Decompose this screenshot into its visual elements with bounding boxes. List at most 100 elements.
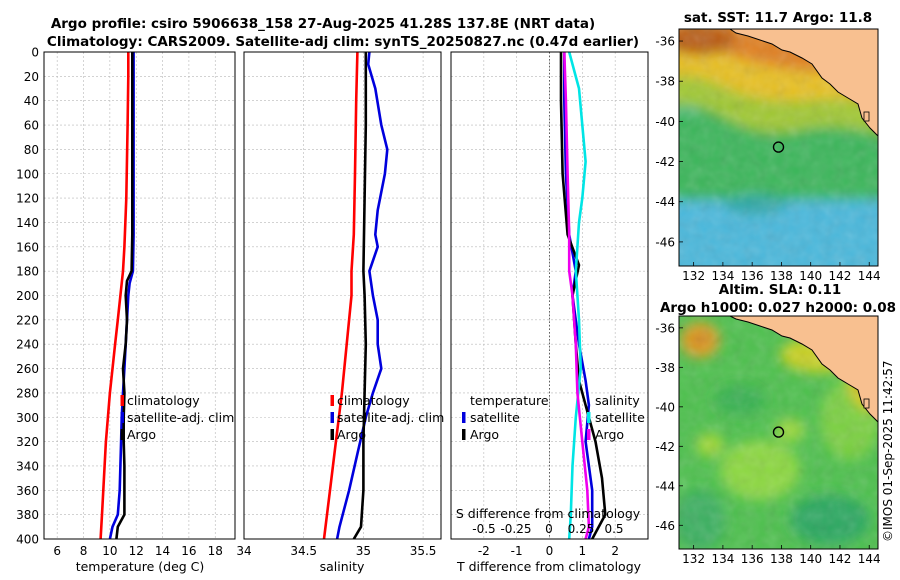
legend-label: Argo <box>470 427 499 442</box>
x-tick-label: 6 <box>53 544 61 558</box>
sla-argo-marker <box>772 426 785 438</box>
legend-label: Argo <box>595 427 624 442</box>
salinity-grid <box>243 51 441 540</box>
map-y-tick-label: -40 <box>655 115 675 129</box>
salinity-frame <box>243 51 442 540</box>
series-line-argo <box>352 52 368 539</box>
sdiff-tick-label: -0.25 <box>500 522 531 536</box>
sst-map-title: sat. SST: 11.7 Argo: 11.8 <box>684 10 872 26</box>
series-line-satellite-adj-clim <box>335 52 389 539</box>
sdiff-tick-label: 0.5 <box>604 522 623 536</box>
salinity-xlabel: salinity <box>320 559 365 574</box>
x-tick-label: 12 <box>129 544 144 558</box>
y-tick-label: 320 <box>16 435 39 449</box>
legend-label: temperature <box>470 393 549 408</box>
salinity-series <box>322 52 389 539</box>
sdiff-tick-labels: -0.5 -0.25 0 0.25 0.5 <box>472 522 623 536</box>
y-tick-label: 160 <box>16 240 39 254</box>
series-line-climatology <box>322 52 359 539</box>
x-tick-label: 8 <box>80 544 88 558</box>
y-tick-label: 120 <box>16 192 39 206</box>
legend-label: satellite <box>470 410 520 425</box>
salinity-panel: 34 34.5 35 35.5 salinity climatology satelli… <box>236 51 444 574</box>
temperature-xlabel: temperature (deg C) <box>76 559 205 574</box>
temperature-grid <box>44 51 235 540</box>
y-tick-label: 360 <box>16 484 39 498</box>
temperature-legend: climatology satellite-adj. clim Argo <box>120 393 234 442</box>
legend-label: satellite-adj. clim <box>127 410 234 425</box>
y-tick-label: 300 <box>16 411 39 425</box>
map-x-tick-label: 134 <box>711 269 734 283</box>
sla-tick-labels: 132 134 136 138 140 142 144 -36 -38 -40 -42 -44 -46 <box>655 321 880 566</box>
series-line-climatology <box>99 52 130 539</box>
map-x-tick-label: 132 <box>682 269 705 283</box>
sst-tick-labels: 132 134 136 138 140 142 144 -36 -38 -40 -42 -44 -46 <box>655 35 880 283</box>
map-x-tick-label: 138 <box>770 552 793 566</box>
map-y-tick-label: -46 <box>655 519 675 533</box>
legend-label: climatology <box>337 393 410 408</box>
map-y-tick-label: -38 <box>655 361 675 375</box>
map-x-tick-label: 140 <box>799 552 822 566</box>
x-tick-label: 34 <box>236 544 251 558</box>
legend-swatch <box>120 412 124 423</box>
map-x-tick-label: 140 <box>799 269 822 283</box>
sdiff-tick-label: -0.5 <box>472 522 495 536</box>
map-y-tick-label: -46 <box>655 235 675 249</box>
legend-label: salinity <box>595 393 640 408</box>
tdiff-xlabel: T difference from climatology <box>456 559 642 574</box>
x-tick-label: -1 <box>511 544 523 558</box>
map-x-tick-label: 136 <box>741 269 764 283</box>
y-tick-label: 80 <box>24 143 39 157</box>
x-tick-label: 0 <box>546 544 554 558</box>
x-tick-label: 16 <box>181 544 196 558</box>
salinity-legend: climatology satellite-adj. clim Argo <box>330 393 444 442</box>
x-tick-label: 35.5 <box>410 544 437 558</box>
y-tick-label: 40 <box>24 94 39 108</box>
difference-legend: temperature satellite Argo salinity satellit… <box>462 393 645 442</box>
map-y-tick-label: -36 <box>655 321 675 335</box>
difference-panel: -2 -1 0 1 2 T difference from climatology S … <box>450 51 649 574</box>
y-tick-label: 200 <box>16 289 39 303</box>
y-tick-label: 400 <box>16 533 39 547</box>
sla-field <box>679 316 878 549</box>
x-tick-label: 35 <box>356 544 371 558</box>
series-line-s-argo <box>563 52 591 539</box>
map-x-tick-label: 132 <box>682 552 705 566</box>
legend-swatch <box>330 395 334 406</box>
x-tick-label: 1 <box>579 544 587 558</box>
legend-swatch <box>462 412 466 423</box>
sla-map-title1: Altim. SLA: 0.11 <box>719 282 841 298</box>
x-tick-label: 10 <box>102 544 117 558</box>
y-tick-label: 180 <box>16 265 39 279</box>
map-x-tick-label: 142 <box>829 269 852 283</box>
sla-land <box>729 316 878 423</box>
y-tick-label: 140 <box>16 216 39 230</box>
difference-series <box>559 52 607 539</box>
y-tick-label: 280 <box>16 386 39 400</box>
tdiff-tick-labels: -2 -1 0 1 2 <box>478 544 619 558</box>
sst-map: sat. SST: 11.7 Argo: 11.8 132 134 136 138 14… <box>655 10 880 283</box>
legend-swatch <box>587 429 591 440</box>
sla-map-title2: Argo h1000: 0.027 h2000: 0.08 <box>660 300 896 316</box>
y-tick-label: 340 <box>16 459 39 473</box>
legend-label: Argo <box>337 427 366 442</box>
map-x-tick-label: 142 <box>829 552 852 566</box>
map-y-tick-label: -36 <box>655 35 675 49</box>
map-x-tick-label: 138 <box>770 269 793 283</box>
depth-tick-labels: 0 20 40 60 80 100 120 140 160 180 200 220 240 260 280 3… <box>16 46 39 547</box>
y-tick-label: 0 <box>31 46 39 60</box>
temperature-series <box>99 52 135 539</box>
temperature-panel: 0 20 40 60 80 100 120 140 160 180 200 220 240 260 280 3… <box>16 46 236 574</box>
legend-label: Argo <box>127 427 156 442</box>
map-x-tick-label: 144 <box>858 269 881 283</box>
temperature-tick-labels: 6 8 10 12 14 16 18 <box>53 544 223 558</box>
sdiff-xlabel: S difference from climatology <box>456 506 641 521</box>
legend-swatch <box>120 395 124 406</box>
sst-field <box>679 29 878 266</box>
figure-title-line2: Climatology: CARS2009. Satellite-adj cli… <box>47 34 639 50</box>
sla-map: Altim. SLA: 0.11 Argo h1000: 0.027 h2000… <box>655 282 896 566</box>
y-tick-label: 20 <box>24 70 39 84</box>
map-x-tick-label: 134 <box>711 552 734 566</box>
legend-swatch <box>120 429 124 440</box>
